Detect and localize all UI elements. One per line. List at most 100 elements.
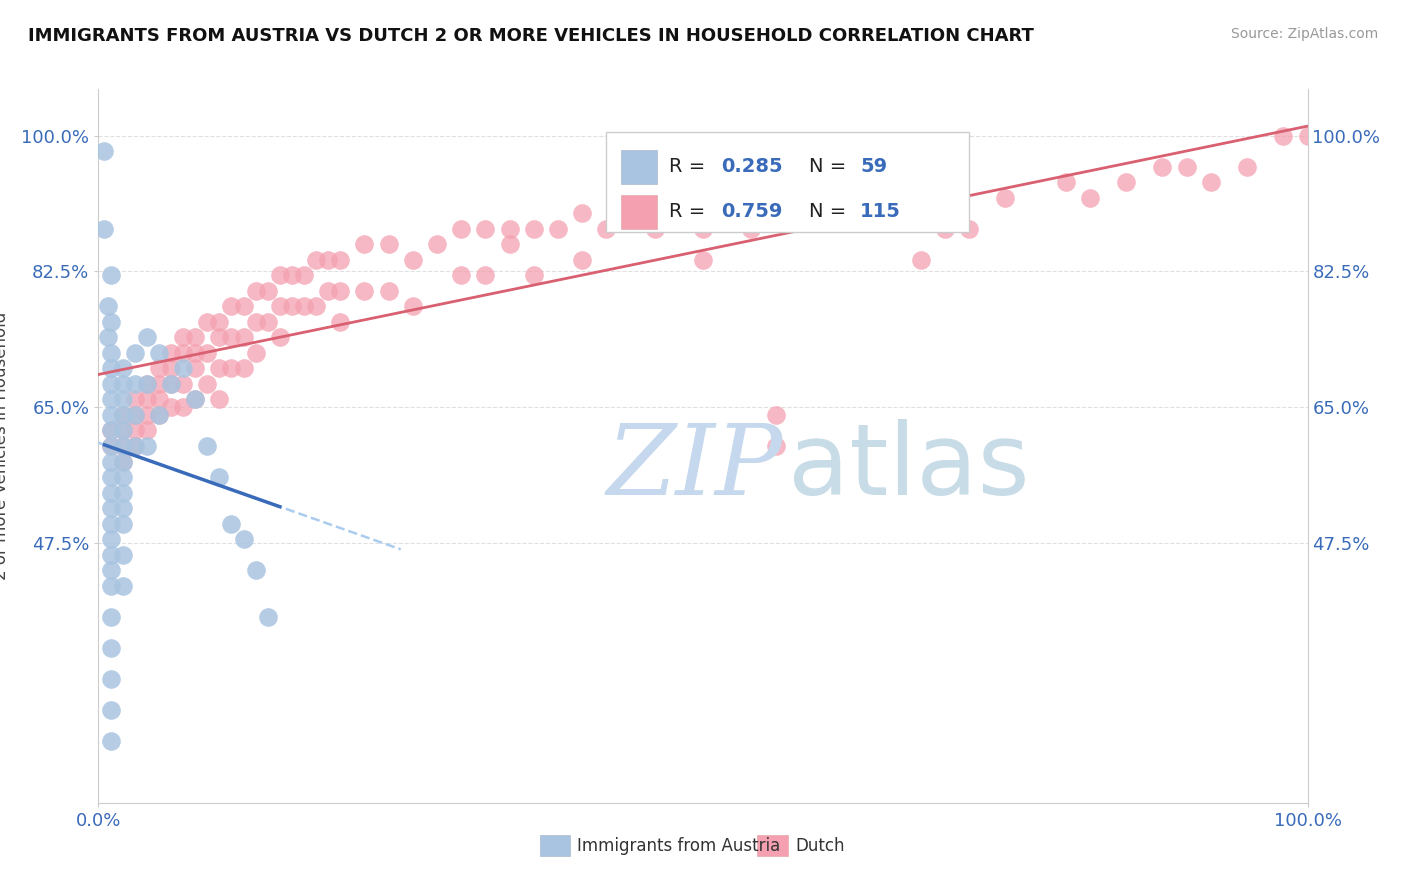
Point <box>100 672 122 686</box>
Point <box>692 252 714 267</box>
Point <box>208 392 231 407</box>
Point <box>1175 160 1198 174</box>
Text: Source: ZipAtlas.com: Source: ZipAtlas.com <box>1230 27 1378 41</box>
Bar <box>606 132 969 232</box>
Point <box>160 401 183 415</box>
Point <box>426 237 449 252</box>
Point <box>523 268 546 283</box>
Point <box>97 299 120 313</box>
Point <box>523 222 546 236</box>
Point <box>148 408 170 422</box>
Point <box>292 299 315 313</box>
Point <box>111 501 134 516</box>
Point <box>135 392 157 407</box>
Text: ZIP: ZIP <box>606 420 783 515</box>
Point <box>692 222 714 236</box>
Point <box>100 485 122 500</box>
Point <box>100 361 122 376</box>
Point <box>100 439 122 453</box>
Point <box>1296 128 1319 143</box>
Point <box>221 361 243 376</box>
Point <box>353 284 375 298</box>
Point <box>100 376 122 391</box>
Point <box>172 376 194 391</box>
Point <box>245 315 267 329</box>
Point <box>160 376 183 391</box>
Point <box>135 330 157 344</box>
Point <box>100 501 122 516</box>
Point <box>100 703 122 717</box>
Point <box>124 439 146 453</box>
Point <box>571 206 593 220</box>
Point <box>221 330 243 344</box>
Point <box>316 252 339 267</box>
Point <box>281 268 304 283</box>
Point <box>208 361 231 376</box>
Point <box>195 439 218 453</box>
Point <box>644 222 666 236</box>
Point <box>547 222 569 236</box>
Point <box>160 346 183 360</box>
Point <box>256 609 278 624</box>
Point <box>135 424 157 438</box>
Point <box>97 330 120 344</box>
Point <box>1054 175 1077 189</box>
Text: 0.285: 0.285 <box>721 158 783 177</box>
Point <box>281 299 304 313</box>
Point <box>305 299 328 313</box>
Point <box>148 346 170 360</box>
Point <box>377 284 399 298</box>
Point <box>994 191 1017 205</box>
Point <box>1115 175 1137 189</box>
Point <box>402 299 425 313</box>
Point <box>124 408 146 422</box>
Bar <box>621 150 657 184</box>
Point <box>160 361 183 376</box>
Text: Immigrants from Austria: Immigrants from Austria <box>578 837 780 855</box>
Point <box>111 408 134 422</box>
Point <box>184 392 207 407</box>
Point <box>111 470 134 484</box>
Point <box>256 284 278 298</box>
Text: R =: R = <box>669 202 711 221</box>
Point <box>269 268 291 283</box>
Point <box>208 315 231 329</box>
Point <box>305 252 328 267</box>
Point <box>172 346 194 360</box>
Point <box>148 361 170 376</box>
Point <box>221 516 243 531</box>
Point <box>329 284 352 298</box>
Point <box>135 408 157 422</box>
Point <box>474 222 496 236</box>
Point <box>668 206 690 220</box>
Point <box>111 424 134 438</box>
Point <box>100 424 122 438</box>
Point <box>100 268 122 283</box>
Point <box>100 733 122 747</box>
Point <box>269 330 291 344</box>
Text: IMMIGRANTS FROM AUSTRIA VS DUTCH 2 OR MORE VEHICLES IN HOUSEHOLD CORRELATION CHA: IMMIGRANTS FROM AUSTRIA VS DUTCH 2 OR MO… <box>28 27 1033 45</box>
Point <box>256 315 278 329</box>
Point <box>232 361 254 376</box>
Point <box>245 346 267 360</box>
Point <box>619 206 641 220</box>
Point <box>111 361 134 376</box>
Point <box>100 640 122 655</box>
Point <box>148 392 170 407</box>
Point <box>124 424 146 438</box>
Point <box>124 439 146 453</box>
Point <box>160 376 183 391</box>
Bar <box>758 835 787 856</box>
Point <box>208 330 231 344</box>
Point <box>934 191 956 205</box>
Point <box>111 439 134 453</box>
Point <box>93 145 115 159</box>
Point <box>124 392 146 407</box>
Point <box>292 268 315 283</box>
Text: Dutch: Dutch <box>794 837 845 855</box>
Point <box>111 454 134 468</box>
Point <box>135 376 157 391</box>
Point <box>111 454 134 468</box>
Point <box>111 516 134 531</box>
Point <box>100 315 122 329</box>
